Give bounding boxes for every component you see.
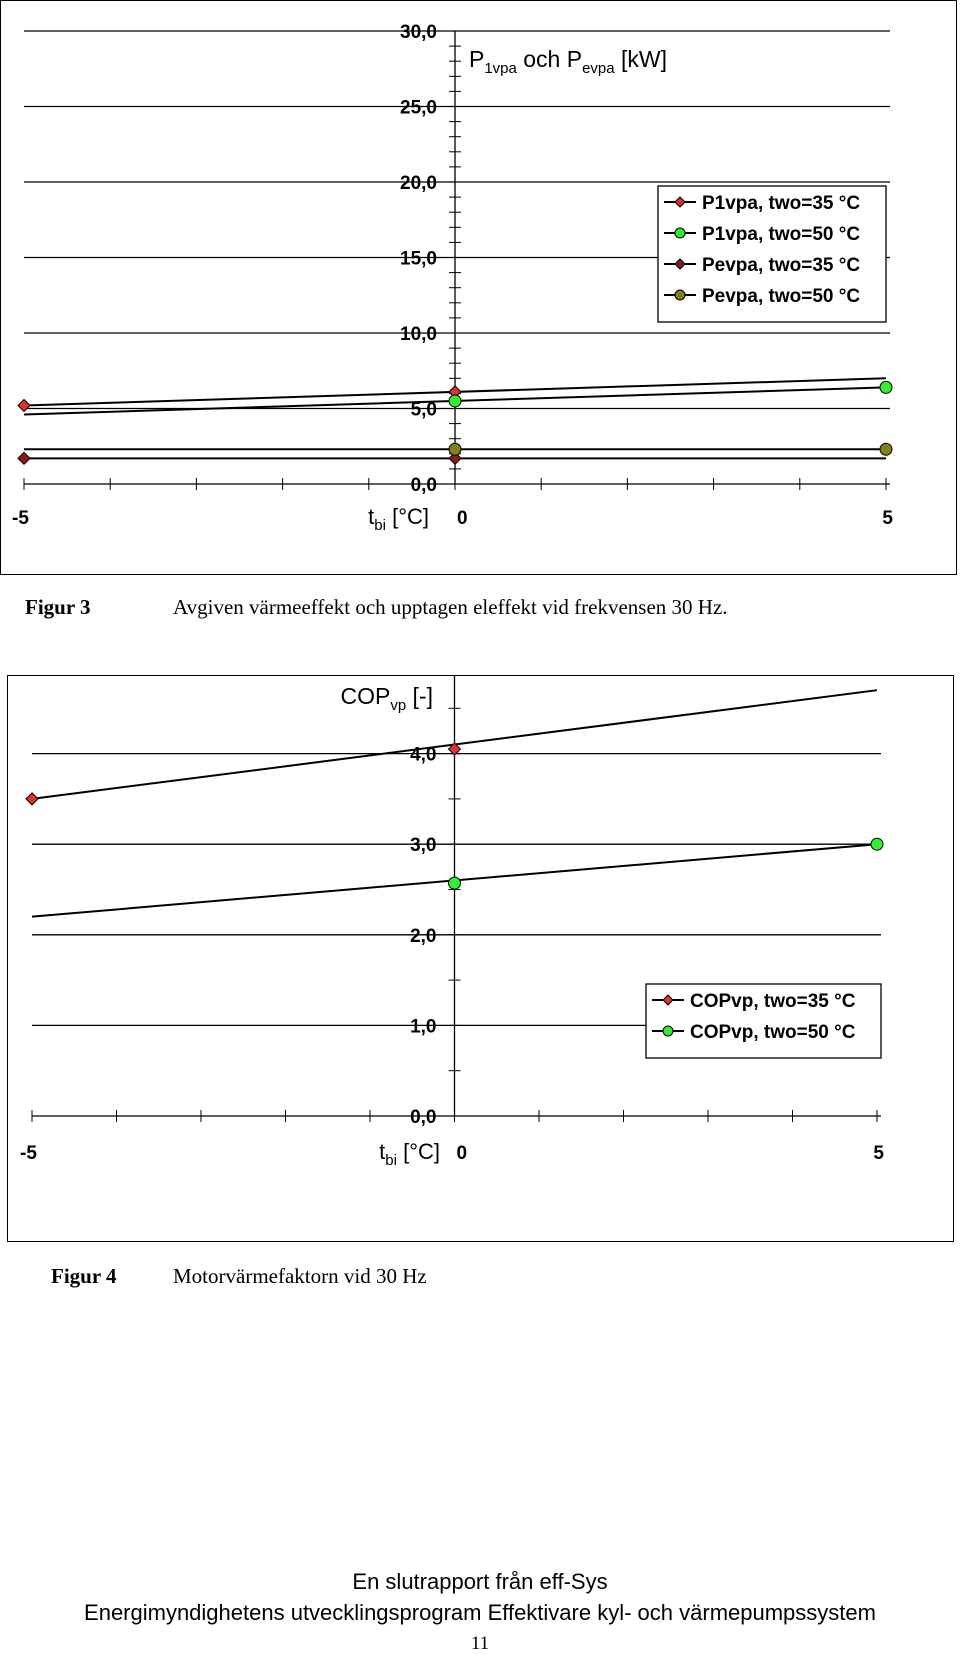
y-tick-label: 15,0 [400,249,437,270]
y-tick-label: 3,0 [410,835,436,856]
data-point [879,442,893,456]
x-tick-label: -5 [12,508,29,529]
y-tick-label: 10,0 [400,324,437,345]
y-tick-label: 0,0 [410,1107,436,1128]
data-point [879,380,893,394]
y-tick-label: 5,0 [411,400,437,421]
legend-label: COPvp, two=35 °C [690,991,856,1012]
data-point [17,398,31,413]
footer-program: Energimyndighetens utvecklingsprogram Ef… [84,1600,876,1625]
legend-marker [662,1025,674,1037]
chart-power: 0,0 5,0 10,0 15,0 20,0 25,0 30,0 -5 0 5 tbi [°C] P1… [0,0,957,575]
figure-3-caption: Figur 3 Avgiven värmeeffekt och upptagen… [25,595,925,625]
y-tick-label: 30,0 [400,22,437,43]
y-tick-label: 2,0 [410,926,436,947]
legend-box [657,185,887,323]
figure-4-text: Motorvärmefaktorn vid 30 Hz [173,1264,427,1288]
y-tick-label: 1,0 [410,1016,436,1037]
figure-4-label: Figur 4 [51,1264,117,1288]
x-tick-label: -5 [20,1143,37,1164]
x-tick-label: 0 [457,1143,468,1164]
legend-marker [674,227,686,239]
figure-4-caption: Figur 4 Motorvärmefaktorn vid 30 Hz [51,1264,951,1294]
x-axis-label: tbi [°C] [379,1139,440,1169]
legend-marker [674,196,686,208]
legend-label: Pevpa, two=50 °C [702,286,860,307]
data-point [870,837,884,851]
page-number: 11 [470,1633,490,1654]
figure-3-text: Avgiven värmeeffekt och upptagen eleffek… [173,595,728,619]
data-point [448,442,462,456]
legend-label: P1vpa, two=50 °C [702,224,860,245]
legend-label: COPvp, two=50 °C [690,1022,856,1043]
data-point [25,792,39,806]
x-tick-label: 0 [457,508,468,529]
footer-report-title: En slutrapport från eff-Sys [352,1569,608,1594]
y-tick-label: 25,0 [400,98,437,119]
chart-power-svg: 0,0 5,0 10,0 15,0 20,0 25,0 30,0 -5 0 5 tbi [°C] P1… [12,22,893,534]
x-axis-label: tbi [°C] [368,504,429,534]
y-tick-label: 20,0 [400,173,437,194]
data-point [448,451,462,466]
x-tick-label: 5 [873,1143,884,1164]
chart-title: COPvp [-] [340,683,433,714]
figure-3-label: Figur 3 [25,595,91,619]
legend-marker [674,289,686,301]
legend-label: Pevpa, two=35 °C [702,255,860,276]
y-tick-label: 0,0 [411,475,437,496]
data-point [17,451,31,466]
chart-title: P1vpa och Pevpa [kW] [469,46,667,77]
legend-marker [674,258,686,270]
legend-box [645,983,882,1059]
x-tick-label: 5 [882,508,893,529]
legend-marker [662,994,674,1006]
legend-label: P1vpa, two=35 °C [702,193,860,214]
data-point [448,876,461,890]
data-point [448,394,462,408]
data-point [447,742,462,756]
